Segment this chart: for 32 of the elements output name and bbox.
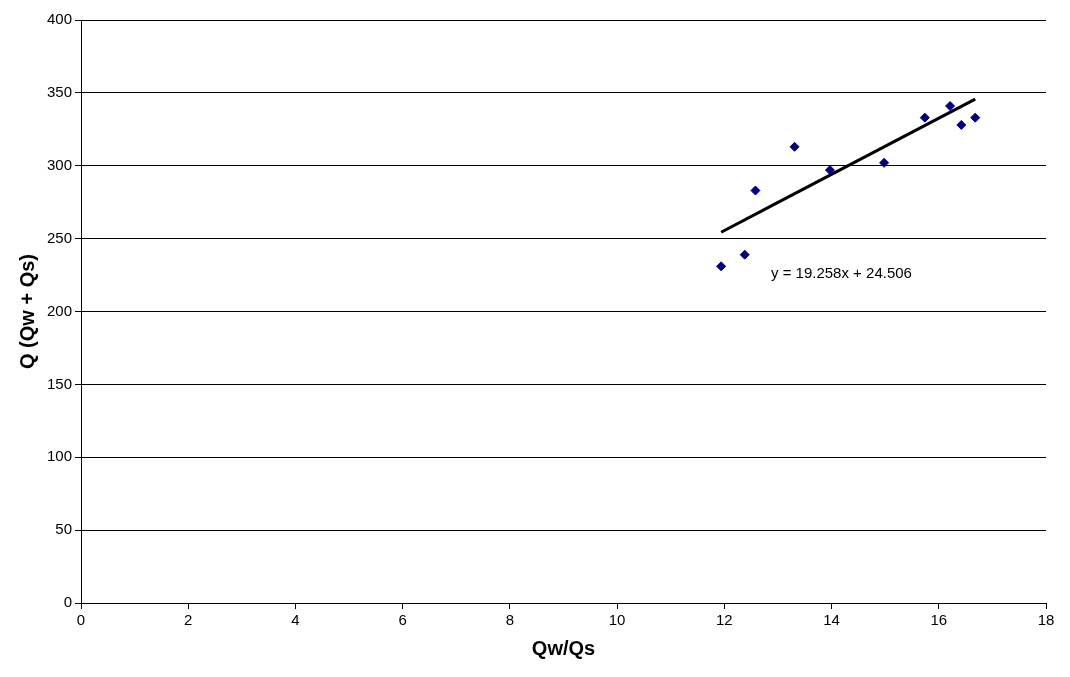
point (716, 261, 727, 272)
y-axis-title: Q (Qw + Qs) (15, 253, 38, 370)
y-tick-label: 400 (47, 10, 73, 28)
x-tick-label: 14 (823, 611, 840, 629)
y-tick-label: 150 (47, 374, 73, 392)
annotation: y = 19.258x + 24.506 (770, 263, 912, 281)
point (879, 157, 890, 168)
y-tick-label: 250 (47, 228, 73, 246)
y-tick-label: 0 (63, 593, 73, 611)
point (824, 165, 835, 176)
x-tick-label: 0 (76, 611, 86, 629)
x-tick-label: 2 (184, 611, 193, 629)
point (956, 119, 967, 130)
y-tick-label: 200 (47, 301, 73, 319)
point (919, 112, 930, 123)
point (789, 141, 800, 152)
x-tick-label: 6 (398, 611, 407, 629)
x-tick-label: 10 (608, 611, 626, 629)
point (970, 112, 981, 123)
point (945, 100, 956, 111)
x-tick-label: 12 (716, 611, 733, 629)
x-tick-label: 4 (291, 611, 300, 629)
x-tick-label: 16 (930, 611, 948, 629)
y-tick-label: 350 (47, 83, 73, 101)
x-tick-label: 8 (505, 611, 515, 629)
point (739, 249, 750, 260)
y-tick-label: 100 (47, 447, 73, 465)
y-tick-label: 50 (55, 520, 73, 538)
y-tick-label: 300 (47, 155, 73, 173)
x-axis-title: Qw/Qs (531, 636, 596, 659)
point (750, 185, 761, 196)
x-tick-label: 18 (1037, 611, 1055, 629)
